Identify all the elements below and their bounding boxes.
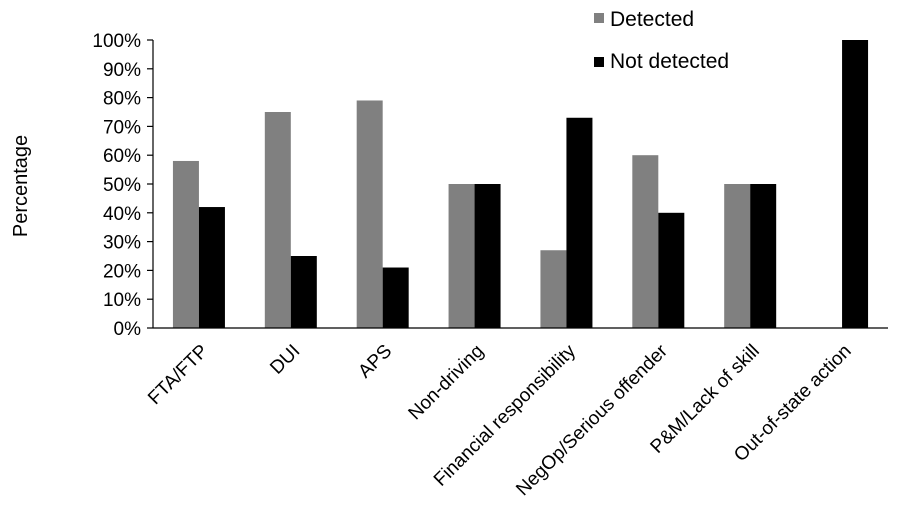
- y-tick-label: 90%: [103, 60, 141, 81]
- bar-not-detected: [198, 207, 225, 328]
- bar-not-detected: [658, 212, 685, 328]
- bar-detected: [540, 250, 567, 328]
- y-axis: 0% 10% 20% 30% 40% 50% 60% 70% 80% 90% 100%: [92, 31, 154, 340]
- bar-detected: [264, 112, 291, 328]
- y-tick-label: 30%: [103, 233, 141, 254]
- y-tick-label: 70%: [103, 117, 141, 138]
- legend-swatch-not-detected: [594, 57, 604, 67]
- bars: [172, 40, 869, 328]
- x-tick-label: FTA/FTP: [144, 341, 212, 409]
- y-tick-label: 50%: [103, 175, 141, 196]
- legend-swatch-detected: [594, 13, 604, 23]
- bar-detected: [632, 155, 659, 328]
- y-axis-title: Percentage: [10, 135, 32, 237]
- y-tick-label: 20%: [103, 261, 141, 282]
- bar-not-detected: [382, 267, 409, 328]
- bar-not-detected: [474, 184, 501, 328]
- bar-detected: [724, 184, 751, 328]
- y-tick-label: 60%: [103, 146, 141, 167]
- bar-not-detected: [566, 117, 593, 328]
- x-tick-label: DUI: [266, 341, 304, 379]
- bar-not-detected: [842, 40, 869, 328]
- y-tick-label: 100%: [92, 31, 141, 52]
- legend-label-detected: Detected: [610, 8, 694, 31]
- y-tick-label: 10%: [103, 290, 141, 311]
- bar-not-detected: [750, 184, 777, 328]
- legend: Detected Not detected: [594, 8, 729, 73]
- bar-detected: [172, 160, 199, 328]
- bar-not-detected: [290, 256, 317, 328]
- x-tick-label: APS: [354, 341, 396, 383]
- y-tick-label: 80%: [103, 89, 141, 110]
- y-tick-label: 40%: [103, 204, 141, 225]
- legend-label-not-detected: Not detected: [610, 50, 729, 73]
- x-tick-label: NegOp/Serious offender: [512, 340, 672, 500]
- y-tick-label: 0%: [114, 319, 142, 340]
- bar-detected: [356, 100, 383, 328]
- x-tick-label: Non-driving: [405, 341, 489, 425]
- bar-detected: [448, 184, 475, 328]
